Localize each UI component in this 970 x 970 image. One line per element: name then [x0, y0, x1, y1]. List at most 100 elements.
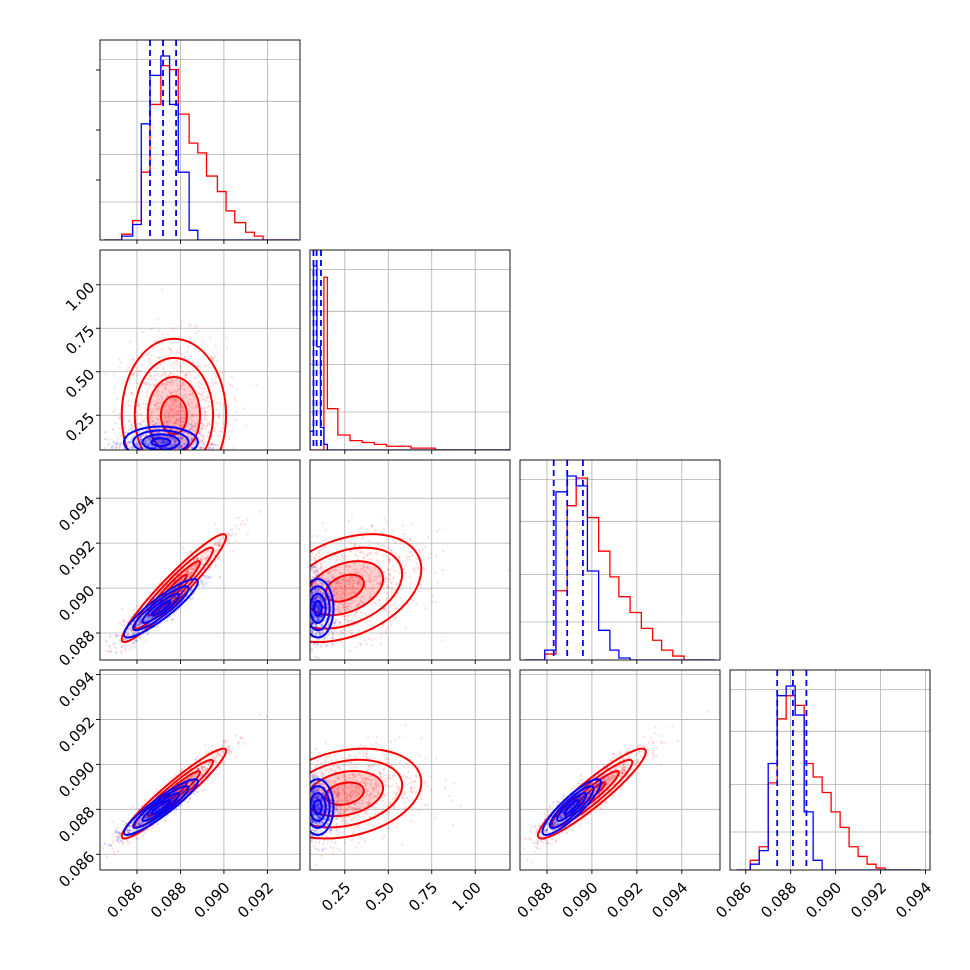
scatter-point [164, 441, 167, 445]
scatter-point [132, 641, 135, 645]
scatter-point [174, 405, 177, 409]
scatter-point [362, 601, 365, 605]
scatter-point [163, 385, 166, 389]
scatter-point [392, 607, 395, 611]
scatter-point [146, 423, 150, 427]
scatter-point [165, 383, 169, 386]
scatter-point [400, 588, 403, 592]
scatter-point [312, 598, 316, 601]
scatter-point [358, 642, 362, 645]
scatter-point [179, 406, 182, 409]
scatter-point [363, 569, 366, 572]
scatter-point [235, 539, 238, 543]
scatter-point [314, 645, 318, 649]
scatter-point [377, 560, 380, 564]
scatter-point [226, 539, 230, 542]
scatter-point [340, 596, 344, 599]
scatter-point [326, 636, 329, 639]
scatter-point [145, 440, 148, 443]
scatter-point [154, 446, 157, 449]
scatter-point [153, 340, 156, 343]
scatter-point [207, 446, 211, 449]
scatter-point [136, 404, 140, 407]
scatter-point [377, 598, 381, 601]
scatter-point [367, 574, 371, 577]
scatter-point [191, 581, 194, 585]
scatter-point [171, 404, 174, 407]
scatter-point [203, 406, 206, 410]
scatter-point [197, 365, 201, 368]
scatter-point [128, 648, 131, 652]
scatter-point [153, 404, 156, 407]
scatter-point [314, 573, 318, 576]
scatter-point [181, 370, 184, 374]
scatter-point [116, 437, 119, 440]
scatter-point [362, 555, 365, 559]
scatter-point [398, 555, 401, 559]
scatter-point [170, 416, 174, 419]
scatter-point [317, 575, 320, 579]
scatter-point [326, 580, 330, 583]
scatter-point [107, 442, 110, 446]
contour-red [310, 533, 423, 644]
scatter-point [180, 420, 184, 424]
scatter-point [317, 609, 321, 612]
scatter-point [341, 605, 345, 608]
scatter-point [347, 579, 350, 582]
scatter-point [398, 572, 401, 575]
panel-frame [309, 249, 511, 451]
scatter-point [179, 367, 182, 370]
scatter-point [165, 380, 168, 383]
scatter-point [176, 413, 179, 417]
scatter-point [184, 375, 187, 378]
scatter-point [353, 543, 357, 546]
scatter-point [315, 569, 319, 573]
scatter-point [164, 371, 167, 375]
scatter-point [180, 444, 184, 448]
scatter-point [360, 571, 363, 574]
scatter-point [189, 373, 192, 376]
scatter-point [139, 413, 142, 416]
scatter-point [163, 446, 167, 450]
scatter-point [154, 403, 157, 407]
scatter-point [118, 446, 121, 449]
scatter-point [341, 553, 344, 557]
scatter-point [156, 583, 160, 586]
scatter-point [174, 441, 177, 444]
scatter-point [317, 550, 321, 553]
scatter-point [127, 632, 131, 636]
scatter-point [339, 610, 342, 613]
scatter-point [181, 438, 184, 441]
scatter-point [196, 557, 199, 560]
scatter-point [322, 606, 326, 609]
scatter-point [333, 569, 336, 573]
scatter-point [150, 616, 154, 619]
scatter-point [199, 382, 203, 386]
scatter-point [179, 400, 182, 403]
scatter-point [394, 607, 398, 610]
scatter-point [173, 595, 177, 598]
scatter-point [183, 442, 186, 446]
scatter-point [378, 574, 382, 578]
scatter-point [357, 571, 360, 574]
scatter-point [123, 426, 126, 429]
scatter-point [314, 587, 317, 591]
scatter-point [343, 584, 347, 588]
scatter-point [351, 582, 355, 585]
scatter-point [160, 383, 164, 387]
scatter-point [137, 624, 140, 628]
scatter-point [129, 404, 132, 407]
scatter-point [160, 447, 163, 450]
scatter-point [185, 571, 188, 574]
scatter-point [198, 350, 201, 353]
scatter-point [163, 440, 166, 443]
scatter-point [234, 419, 238, 422]
scatter-point [151, 436, 154, 439]
scatter-point [207, 447, 211, 450]
scatter-point [154, 370, 157, 373]
scatter-point [144, 381, 147, 384]
scatter-point [334, 619, 337, 622]
scatter-point [192, 567, 195, 570]
scatter-point [157, 401, 161, 405]
scatter-point [185, 350, 189, 354]
